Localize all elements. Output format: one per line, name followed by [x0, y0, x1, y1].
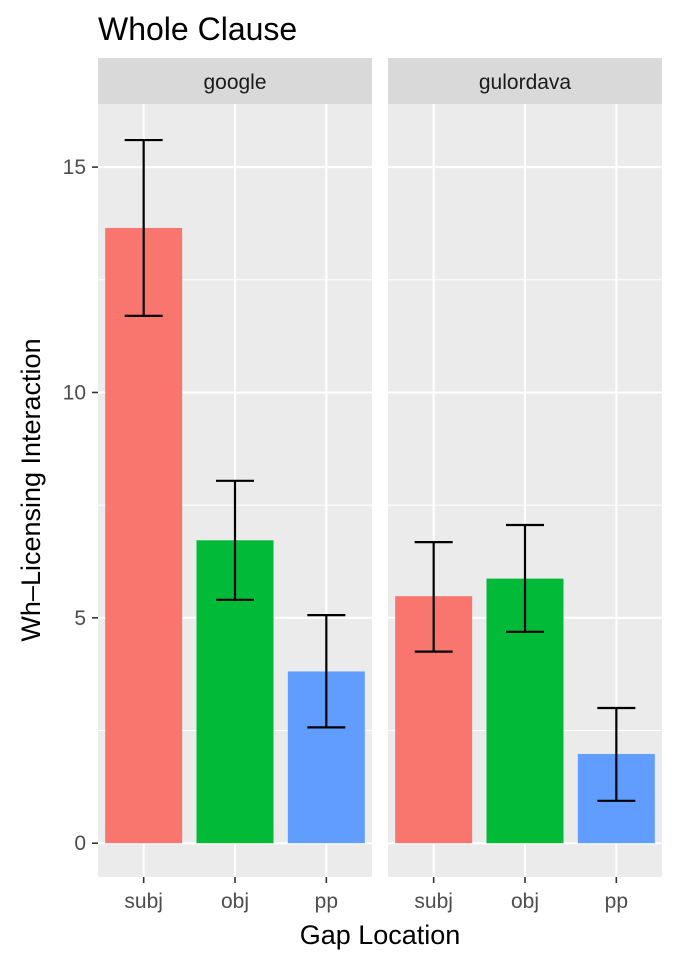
error-bar-pp	[307, 614, 346, 729]
chart-title: Whole Clause	[98, 11, 297, 47]
y-tick-label: 15	[63, 156, 86, 179]
facet-strip-label: google	[203, 71, 266, 94]
x-tick-label: subj	[414, 890, 453, 913]
error-bar-obj	[216, 479, 254, 601]
y-axis: 0 5 10 15	[63, 156, 98, 855]
facet-strip	[98, 58, 372, 104]
facet-panel-google: google subj obj pp	[98, 58, 372, 913]
error-bar-subj	[414, 541, 453, 653]
x-tick-label: pp	[315, 890, 338, 913]
x-axis-title: Gap Location	[300, 920, 461, 950]
y-tick-label: 5	[74, 607, 86, 630]
y-tick-label: 10	[63, 381, 86, 404]
x-tick-label: obj	[511, 890, 539, 913]
x-tick-label: obj	[221, 890, 249, 913]
facet-panels: google subj obj pp gulordava subj obj pp	[98, 58, 662, 913]
y-axis-title: Wh–Licensing Interaction	[16, 338, 46, 641]
error-bar-subj	[124, 138, 163, 317]
error-bar-obj	[506, 523, 544, 633]
facet-strip-label: gulordava	[479, 71, 572, 94]
x-tick-label: pp	[605, 890, 628, 913]
error-bar-pp	[597, 706, 636, 802]
y-tick-label: 0	[74, 832, 86, 855]
bar-subj	[105, 227, 183, 844]
facet-strip	[388, 58, 662, 104]
x-tick-label: subj	[124, 890, 163, 913]
facet-panel-gulordava: gulordava subj obj pp	[388, 58, 662, 913]
